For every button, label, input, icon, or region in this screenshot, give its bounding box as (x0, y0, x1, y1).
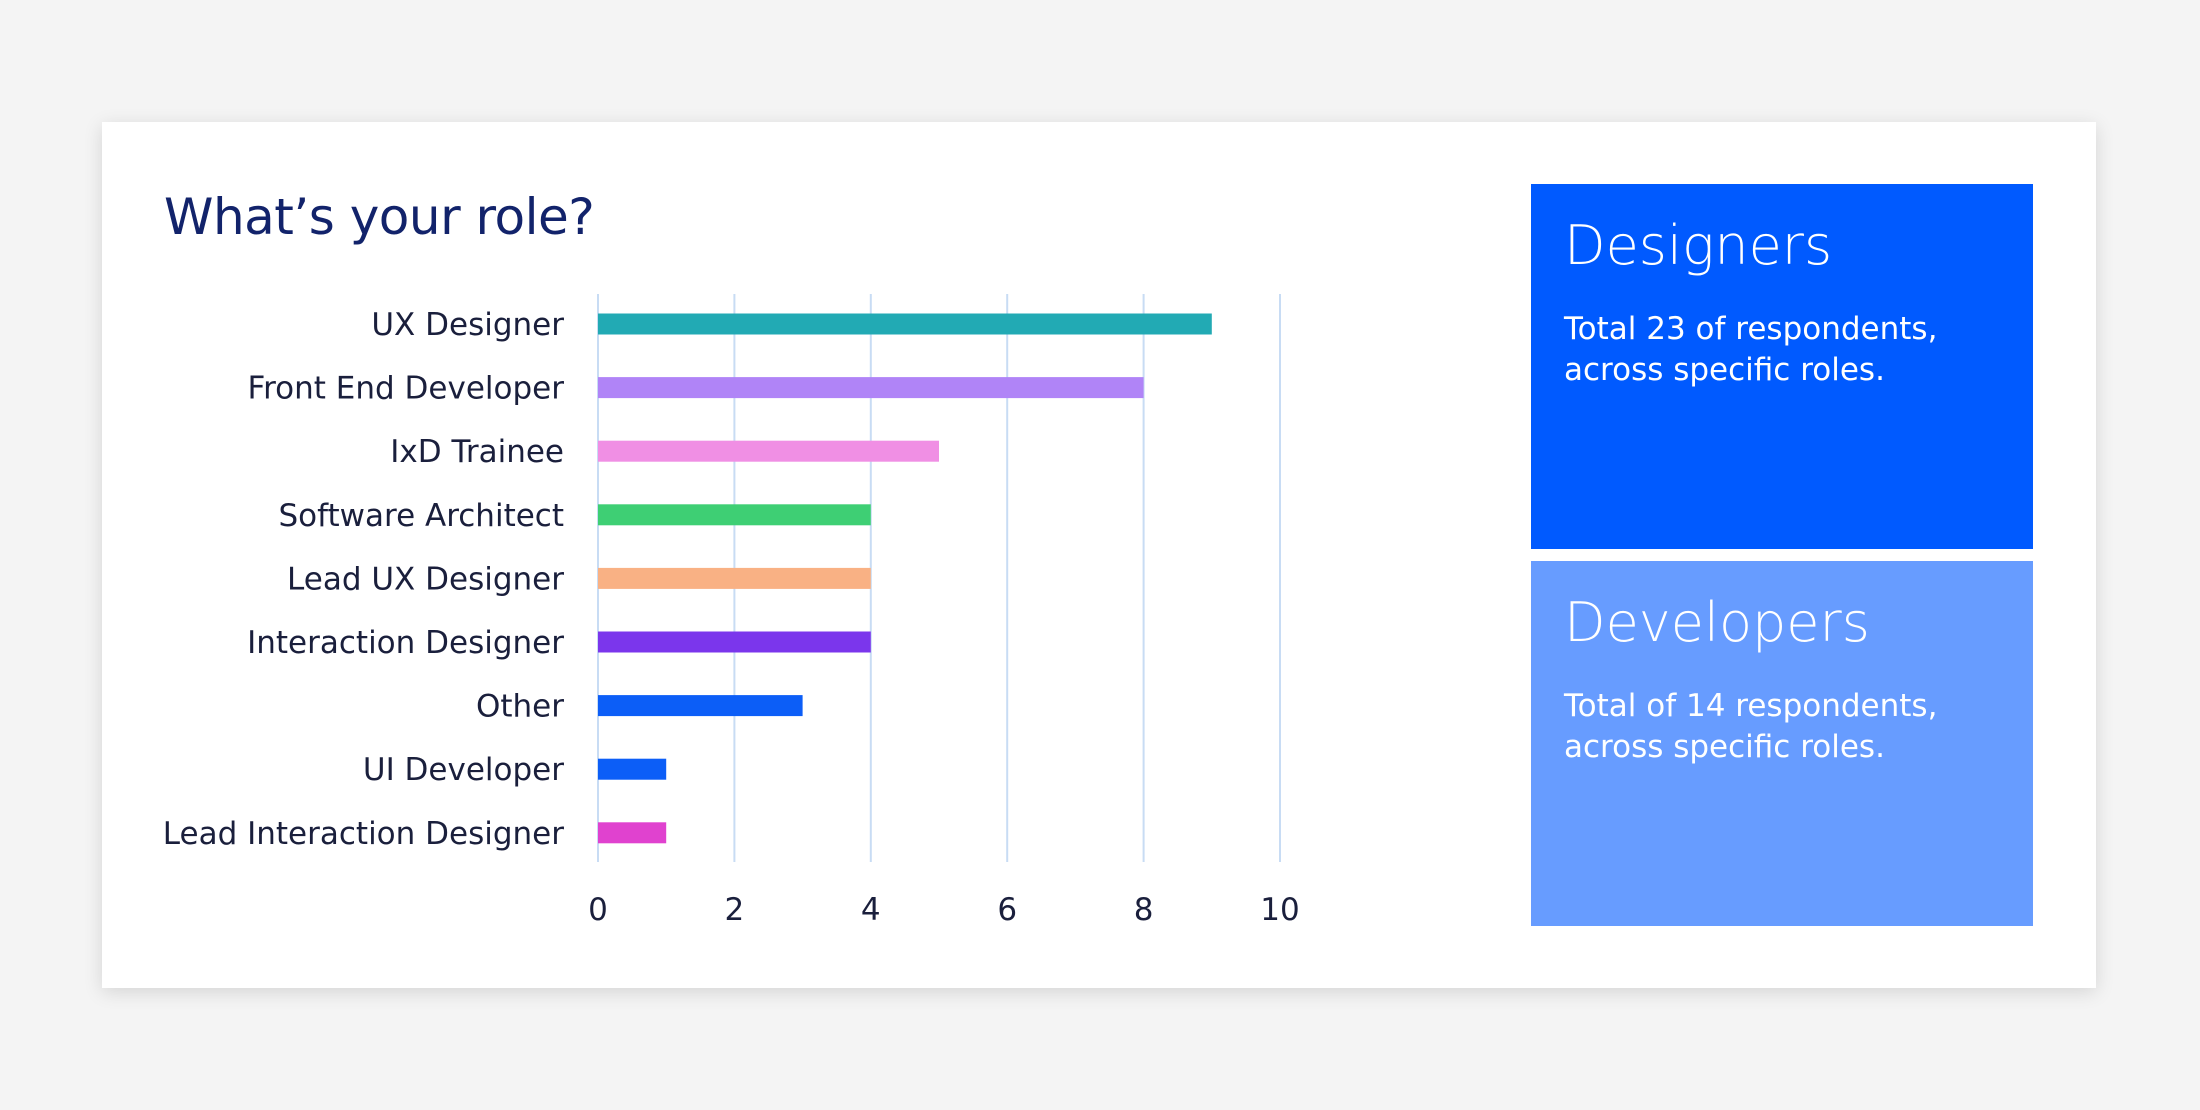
category-label: Software Architect (278, 498, 564, 534)
survey-card: UX Designer Front End Developer IxD Traine… (102, 122, 2096, 988)
category-label: UX Designer (371, 307, 564, 343)
category-label: Lead UX Designer (287, 561, 564, 597)
bar (598, 377, 1144, 399)
developers-panel-text: Total of 14 respondents, across specific… (1564, 688, 1938, 766)
bar (598, 631, 871, 653)
bar (598, 822, 667, 844)
x-tick-label: 0 (588, 892, 608, 928)
developers-panel: Developers Total of 14 respondents, acro… (1531, 561, 2033, 926)
category-label: IxD Trainee (390, 434, 564, 470)
category-label: Interaction Designer (247, 625, 564, 661)
bar (598, 567, 871, 589)
bar (598, 313, 1212, 335)
category-label: Other (476, 689, 564, 725)
x-tick-label: 10 (1260, 892, 1299, 928)
x-tick-label: 4 (861, 892, 881, 928)
bar (598, 504, 871, 526)
designers-panel-text: Total 23 of respondents, across specific… (1564, 311, 1938, 389)
category-label: UI Developer (363, 752, 564, 788)
developers-panel-title: Developers (1564, 591, 1870, 654)
category-label: Lead Interaction Designer (163, 816, 564, 852)
bar (598, 440, 939, 462)
category-label: Front End Developer (248, 371, 565, 407)
designers-panel-title: Designers (1564, 214, 1833, 277)
role-bar-chart: UX Designer Front End Developer IxD Traine… (163, 294, 1300, 928)
bar (598, 695, 803, 717)
x-tick-label: 2 (725, 892, 745, 928)
bar (598, 758, 667, 780)
chart-title: What’s your role? (164, 188, 595, 246)
designers-panel: Designers Total 23 of respondents, acros… (1531, 184, 2033, 549)
x-tick-label: 6 (997, 892, 1017, 928)
x-tick-label: 8 (1134, 892, 1154, 928)
